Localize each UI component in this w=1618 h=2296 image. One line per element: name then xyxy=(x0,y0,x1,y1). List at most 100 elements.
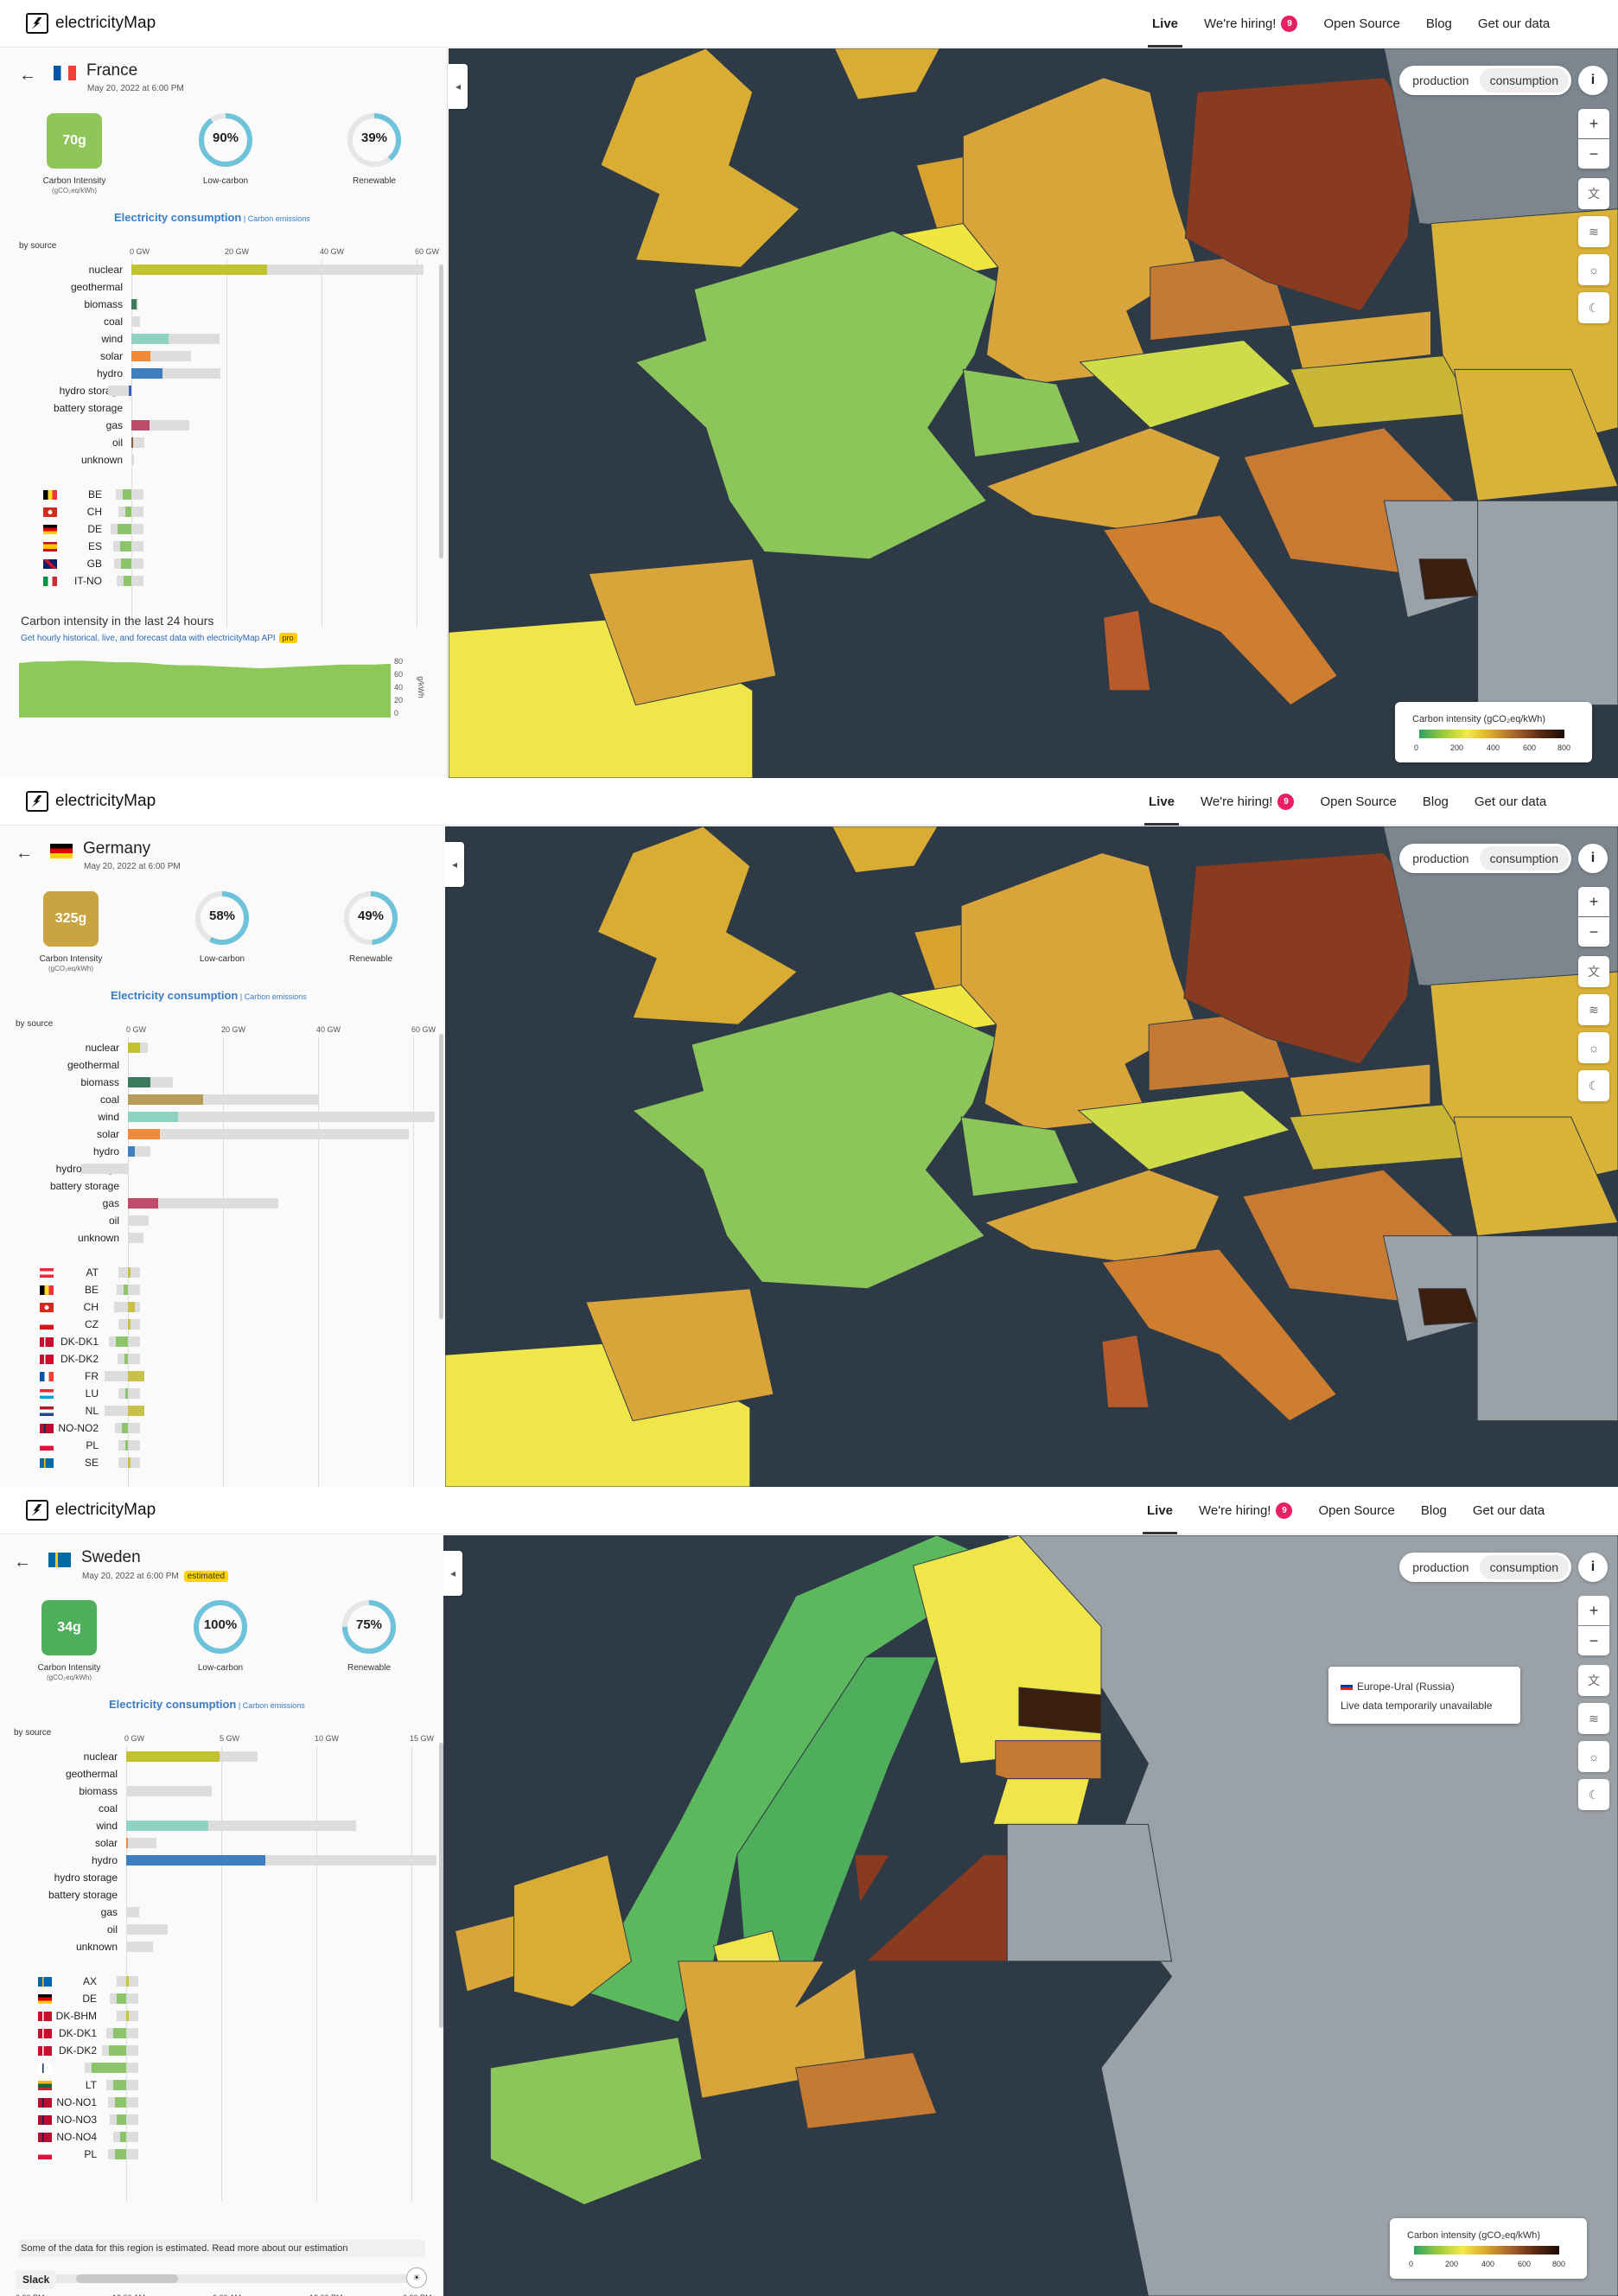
map-zone-bulgaria[interactable] xyxy=(1477,500,1618,706)
carbon-emissions-link[interactable]: Carbon emissions xyxy=(247,214,310,223)
moon-icon[interactable]: ☾ xyxy=(1578,1779,1609,1810)
map-view[interactable]: ◂ production consumption i + − 文 ≋ ☼ ☾ Carbon inte… xyxy=(443,1535,1618,2296)
nav-hiring[interactable]: We're hiring! 9 xyxy=(1188,778,1307,826)
map-zone-italy-north[interactable] xyxy=(985,427,1221,531)
moon-icon[interactable]: ☾ xyxy=(1578,1070,1609,1101)
map-zone-spain[interactable] xyxy=(585,1288,774,1422)
map-zone-romania[interactable] xyxy=(1453,1116,1618,1237)
info-button[interactable]: i xyxy=(1578,844,1608,873)
zoom-out-button[interactable]: − xyxy=(1578,139,1609,169)
collapse-panel-button[interactable]: ◂ xyxy=(445,842,464,887)
consumption-emissions-toggle[interactable]: Electricity consumption | Carbon emissio… xyxy=(109,1698,305,1711)
map-zone-russia[interactable] xyxy=(1006,1535,1618,2296)
api-data-link[interactable]: Get hourly historical, live, and forecas… xyxy=(21,633,297,643)
consumption-option[interactable]: consumption xyxy=(1479,68,1569,92)
map-zone-norway-south[interactable] xyxy=(833,48,940,100)
wind-icon[interactable]: ≋ xyxy=(1578,994,1609,1025)
back-arrow-icon[interactable]: ← xyxy=(16,844,33,863)
nav-live[interactable]: Live xyxy=(1139,0,1191,48)
sun-icon[interactable]: ☼ xyxy=(1578,1741,1609,1772)
consumption-title[interactable]: Electricity consumption xyxy=(109,1698,237,1711)
language-icon[interactable]: 文 xyxy=(1578,178,1609,209)
history-area-chart[interactable] xyxy=(19,657,434,726)
wind-icon[interactable]: ≋ xyxy=(1578,216,1609,247)
map-zone-spain[interactable] xyxy=(588,558,777,706)
map-zone-baltic[interactable] xyxy=(1383,48,1618,239)
zoom-out-button[interactable]: − xyxy=(1578,917,1609,947)
map-zone-baltic-sea[interactable] xyxy=(795,1763,1008,2008)
map-zone-uk[interactable] xyxy=(600,48,800,268)
map-zone-france[interactable] xyxy=(634,230,999,560)
nav-blog[interactable]: Blog xyxy=(1422,794,1449,809)
carbon-emissions-link[interactable]: Carbon emissions xyxy=(242,1701,305,1710)
map-zone-bulgaria[interactable] xyxy=(1476,1235,1618,1422)
nav-open-source[interactable]: Open Source xyxy=(1323,16,1400,31)
zoom-in-button[interactable]: + xyxy=(1578,109,1609,138)
map-zone-sardinia[interactable] xyxy=(1101,1334,1150,1408)
map-zone-germany[interactable] xyxy=(962,77,1198,385)
slack-button[interactable]: Slack xyxy=(16,2270,57,2289)
map-zone-switzerland[interactable] xyxy=(962,368,1081,458)
map-zone-italy-north[interactable] xyxy=(983,1169,1220,1263)
map-zone-czech[interactable] xyxy=(795,2051,938,2129)
consumption-emissions-toggle[interactable]: Electricity consumption | Carbon emissio… xyxy=(114,211,310,224)
collapse-panel-button[interactable]: ◂ xyxy=(443,1551,462,1596)
consumption-option[interactable]: consumption xyxy=(1479,846,1569,871)
map-zone-switzerland[interactable] xyxy=(960,1116,1080,1197)
nav-live[interactable]: Live xyxy=(1136,778,1188,826)
time-slider-knob[interactable]: ☀ xyxy=(406,2267,427,2288)
consumption-title[interactable]: Electricity consumption xyxy=(111,989,239,1002)
map-zone-ireland[interactable] xyxy=(455,1915,515,1993)
language-icon[interactable]: 文 xyxy=(1578,956,1609,987)
nav-open-source[interactable]: Open Source xyxy=(1320,794,1397,809)
consumption-title[interactable]: Electricity consumption xyxy=(114,211,242,224)
map-zone-norway-south[interactable] xyxy=(831,826,939,874)
map-zone-poland[interactable] xyxy=(1184,77,1420,312)
map-zone-france[interactable] xyxy=(632,991,997,1290)
nav-live[interactable]: Live xyxy=(1134,1487,1186,1534)
app-logo[interactable]: electricityMap xyxy=(26,790,156,813)
map-zone-sardinia[interactable] xyxy=(1103,609,1151,692)
language-icon[interactable]: 文 xyxy=(1578,1665,1609,1696)
wind-icon[interactable]: ≋ xyxy=(1578,1703,1609,1734)
nav-open-source[interactable]: Open Source xyxy=(1318,1503,1395,1518)
production-option[interactable]: production xyxy=(1412,73,1469,87)
carbon-emissions-link[interactable]: Carbon emissions xyxy=(244,992,307,1001)
map-zone-uk[interactable] xyxy=(596,826,798,1025)
moon-icon[interactable]: ☾ xyxy=(1578,292,1609,323)
app-logo[interactable]: electricityMap xyxy=(26,12,156,35)
map-zone-slovakia[interactable] xyxy=(1289,1063,1431,1118)
nav-hiring[interactable]: We're hiring! 9 xyxy=(1186,1487,1305,1534)
map-zone-france[interactable] xyxy=(489,2037,703,2205)
nav-blog[interactable]: Blog xyxy=(1420,1503,1447,1518)
panel-scrollbar[interactable] xyxy=(439,265,443,558)
map-canvas[interactable] xyxy=(449,48,1618,778)
back-arrow-icon[interactable]: ← xyxy=(19,66,36,85)
map-canvas[interactable] xyxy=(445,826,1618,1487)
nav-get-data[interactable]: Get our data xyxy=(1477,16,1551,31)
estimation-footnote[interactable]: Some of the data for this region is esti… xyxy=(19,2240,425,2257)
consumption-emissions-toggle[interactable]: Electricity consumption | Carbon emissio… xyxy=(111,989,307,1002)
map-zone-poland[interactable] xyxy=(1183,852,1419,1065)
panel-scrollbar[interactable] xyxy=(439,1034,443,1319)
map-zone-ireland[interactable] xyxy=(494,164,614,261)
map-zone-ireland[interactable] xyxy=(491,931,610,1019)
map-zone-latvia[interactable] xyxy=(995,1740,1102,1780)
info-button[interactable]: i xyxy=(1578,1553,1608,1582)
map-zone-austria[interactable] xyxy=(1077,1090,1291,1170)
map-view[interactable]: ◂ production consumption i + − 文 ≋ ☼ ☾ Carbon inte… xyxy=(449,48,1618,778)
map-zone-romania[interactable] xyxy=(1453,368,1618,501)
production-option[interactable]: production xyxy=(1412,1560,1469,1574)
production-consumption-toggle[interactable]: production consumption xyxy=(1399,66,1571,95)
map-zone-italy-south[interactable] xyxy=(1102,514,1339,706)
sun-icon[interactable]: ☼ xyxy=(1578,254,1609,285)
api-link-text[interactable]: Get hourly historical, live, and forecas… xyxy=(21,634,276,643)
map-zone-germany[interactable] xyxy=(960,852,1197,1131)
zoom-in-button[interactable]: + xyxy=(1578,1596,1609,1625)
production-consumption-toggle[interactable]: production consumption xyxy=(1399,844,1571,873)
map-view[interactable]: ◂ production consumption i + − 文 ≋ ☼ ☾ xyxy=(445,826,1618,1487)
zoom-in-button[interactable]: + xyxy=(1578,887,1609,916)
map-zone-slovakia[interactable] xyxy=(1290,310,1432,370)
map-zone-austria[interactable] xyxy=(1079,340,1292,429)
nav-get-data[interactable]: Get our data xyxy=(1472,1503,1545,1518)
